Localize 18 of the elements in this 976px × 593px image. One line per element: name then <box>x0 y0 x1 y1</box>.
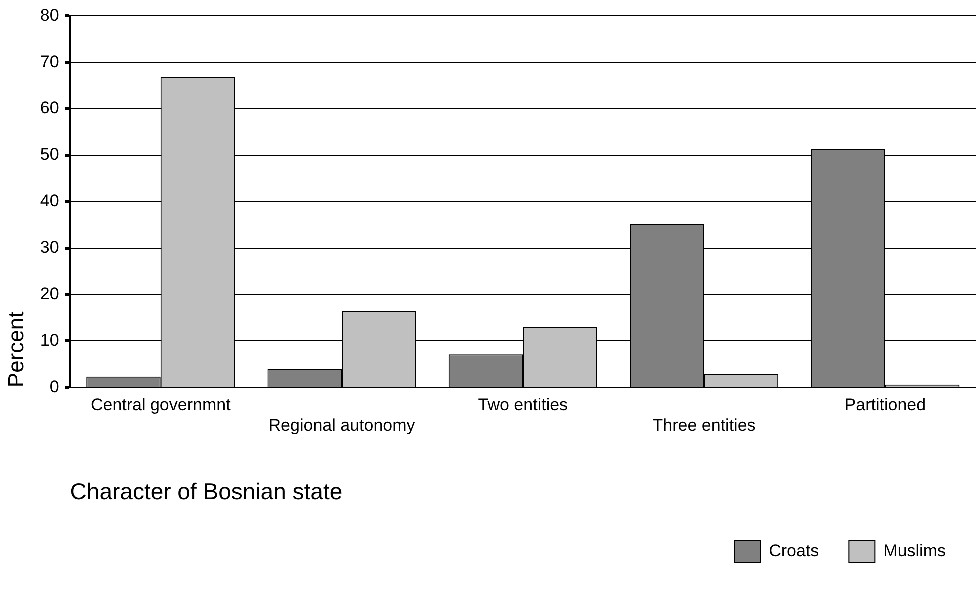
y-tick-label: 20 <box>40 284 60 304</box>
legend-label: Croats <box>769 542 820 561</box>
x-tick-label: Two entities <box>478 395 568 414</box>
y-tick-label: 0 <box>50 377 60 396</box>
y-tick-label: 60 <box>40 98 60 118</box>
x-tick-label: Three entities <box>652 416 756 435</box>
y-tick-label: 50 <box>40 145 60 164</box>
y-tick-label: 70 <box>40 52 60 72</box>
legend-label: Muslims <box>884 542 946 561</box>
y-tick-label: 10 <box>40 330 60 350</box>
x-tick-label: Central governmnt <box>90 395 232 414</box>
y-tick-label: 30 <box>40 238 60 258</box>
y-tick-label: 40 <box>40 192 60 211</box>
x-axis-title: Character of Bosnian state <box>70 478 343 505</box>
y-tick-label: 80 <box>40 6 60 25</box>
x-tick-label: Regional autonomy <box>268 416 416 435</box>
y-axis-title: Percent <box>3 312 28 388</box>
x-tick-label: Partitioned <box>844 395 926 414</box>
